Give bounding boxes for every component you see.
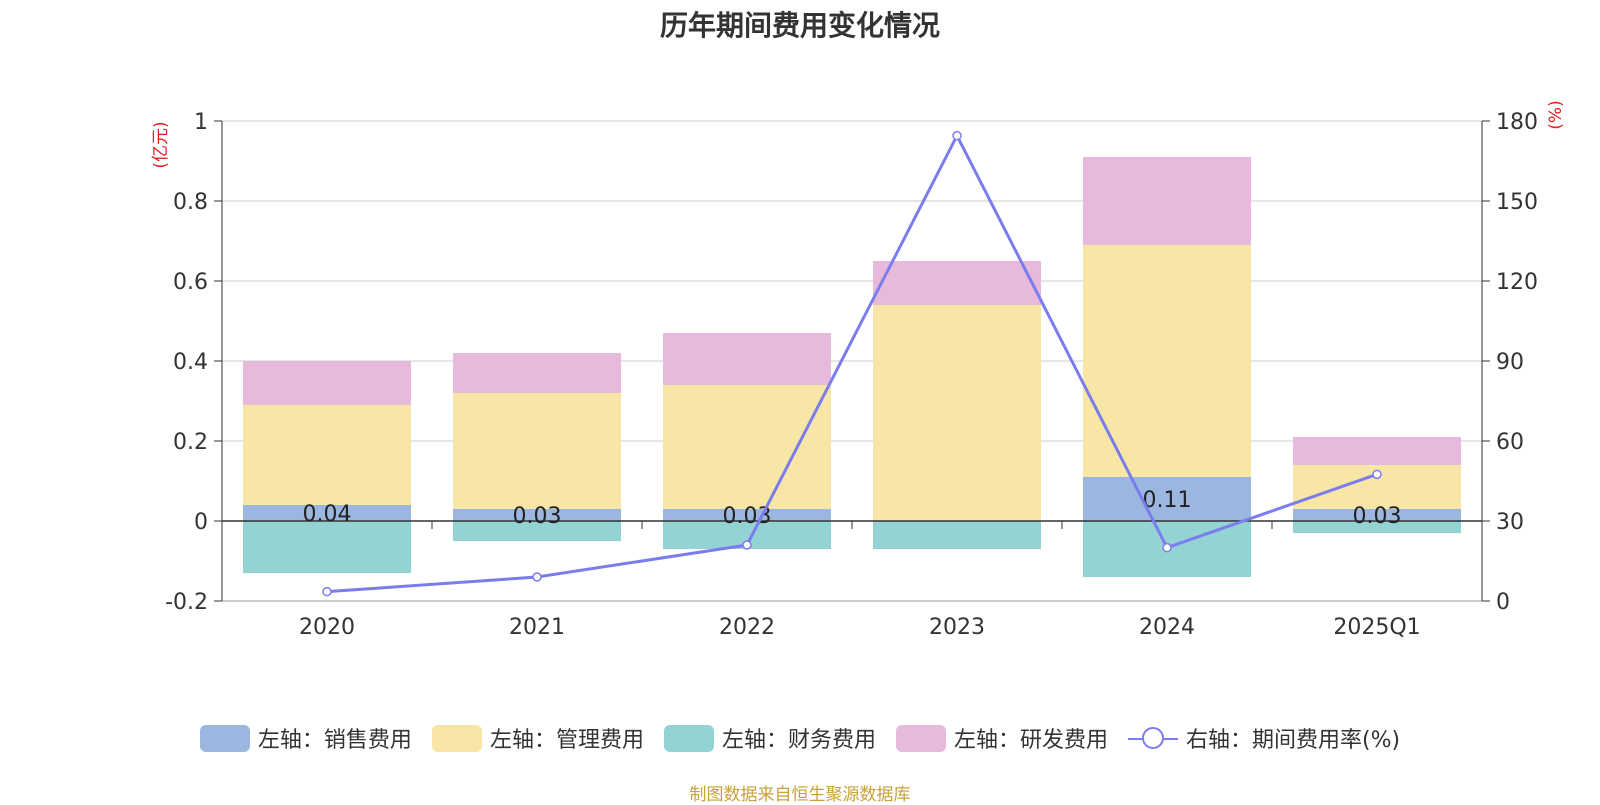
category-label: 2025Q1	[1333, 615, 1420, 640]
bar-admin-2024	[1083, 245, 1251, 477]
data-label-sales: 0.03	[723, 504, 772, 529]
legend-swatch-finance	[663, 724, 714, 752]
bar-sales-2020	[243, 505, 411, 521]
bar-admin-2023	[873, 305, 1041, 521]
expense-ratio-point-2020	[322, 586, 332, 597]
right-tick-label: 90	[1496, 350, 1524, 375]
right-tick-label: 150	[1496, 190, 1538, 215]
bar-finance-2025Q1	[1293, 521, 1461, 533]
right-tick-label: 180	[1496, 110, 1538, 135]
legend-label-rnd: 左轴：研发费用	[953, 728, 1108, 753]
bar-rnd-2023	[873, 261, 1041, 305]
right-axis-unit-label: (%)	[1546, 100, 1566, 129]
bar-admin-2021	[453, 393, 621, 509]
source-note: 制图数据来自恒生聚源数据库	[689, 785, 911, 805]
chart-area: -0.2 0 0.2 0.4 0.6 0.8 1 0 30 60 90 120 150 180 (亿元) (%…	[151, 100, 1566, 640]
category-label: 2020	[299, 615, 355, 640]
data-label-sales: 0.03	[513, 504, 562, 529]
bar-finance-2023	[873, 521, 1041, 549]
legend-swatch-rnd	[895, 724, 946, 752]
legend-label-sales: 左轴：销售费用	[257, 728, 412, 753]
legend-swatch-sales	[199, 724, 250, 752]
left-tick-label: 0	[194, 510, 208, 535]
left-tick-label: 0.8	[173, 190, 208, 215]
legend-item-expense-ratio[interactable]: 右轴：期间费用率(%)	[1127, 722, 1401, 754]
bar-finance-2020	[243, 521, 411, 573]
bar-rnd-2022	[663, 333, 831, 385]
right-tick-label: 30	[1496, 510, 1524, 535]
left-axis-unit-label: (亿元)	[151, 121, 171, 168]
left-tick-label: -0.2	[165, 590, 208, 615]
category-label: 2022	[719, 615, 775, 640]
legend-item-admin[interactable]: 左轴：管理费用	[431, 722, 644, 754]
legend-item-rnd[interactable]: 左轴：研发费用	[895, 722, 1108, 754]
expense-ratio-line	[326, 132, 1378, 594]
bar-sales-2025Q1	[1293, 509, 1461, 521]
bar-admin-2022	[663, 385, 831, 509]
category-label: 2021	[509, 615, 565, 640]
data-label-sales: 0.03	[1353, 504, 1402, 529]
bar-rnd-2020	[243, 361, 411, 405]
left-tick-label: 0.6	[173, 270, 208, 295]
legend-swatch-expense-ratio	[1127, 725, 1178, 752]
bar-sales-2021	[453, 509, 621, 521]
left-tick-label: 0.2	[173, 430, 208, 455]
left-tick-label: 1	[194, 110, 208, 135]
right-tick-label: 120	[1496, 270, 1538, 295]
bar-rnd-2021	[453, 353, 621, 393]
expense-ratio-point-2021	[532, 572, 542, 582]
legend-item-finance[interactable]: 左轴：财务费用	[663, 722, 876, 754]
chart-title: 历年期间费用变化情况	[659, 9, 940, 42]
legend-label-admin: 左轴：管理费用	[489, 728, 644, 753]
bar-admin-2020	[243, 405, 411, 505]
data-label-sales: 0.11	[1143, 488, 1192, 513]
bar-rnd-2024	[1083, 157, 1251, 245]
expense-ratio-point-2024	[1162, 542, 1172, 553]
left-tick-label: 0.4	[173, 350, 208, 375]
expense-ratio-point-2023	[952, 130, 962, 141]
bar-sales-2024	[1083, 477, 1251, 521]
bar-finance-2021	[453, 521, 621, 541]
bar-rnd-2025Q1	[1293, 437, 1461, 465]
data-label-sales: 0.04	[303, 502, 352, 527]
expense-ratio-point-2025Q1	[1372, 469, 1382, 480]
category-label: 2023	[929, 615, 985, 640]
bar-sales-2022	[663, 509, 831, 521]
expense-ratio-point-2022	[742, 540, 752, 550]
right-tick-label: 60	[1496, 430, 1524, 455]
legend-item-sales[interactable]: 左轴：销售费用	[199, 722, 412, 754]
legend-label-finance: 左轴：财务费用	[721, 728, 876, 753]
legend-swatch-admin	[431, 724, 482, 752]
legend: 左轴：销售费用 左轴：管理费用 左轴：财务费用 左轴：研发费用 右轴：期间费用率…	[0, 722, 1600, 754]
legend-label-expense-ratio: 右轴：期间费用率(%)	[1185, 728, 1401, 753]
category-label: 2024	[1139, 615, 1195, 640]
right-tick-label: 0	[1496, 590, 1510, 615]
